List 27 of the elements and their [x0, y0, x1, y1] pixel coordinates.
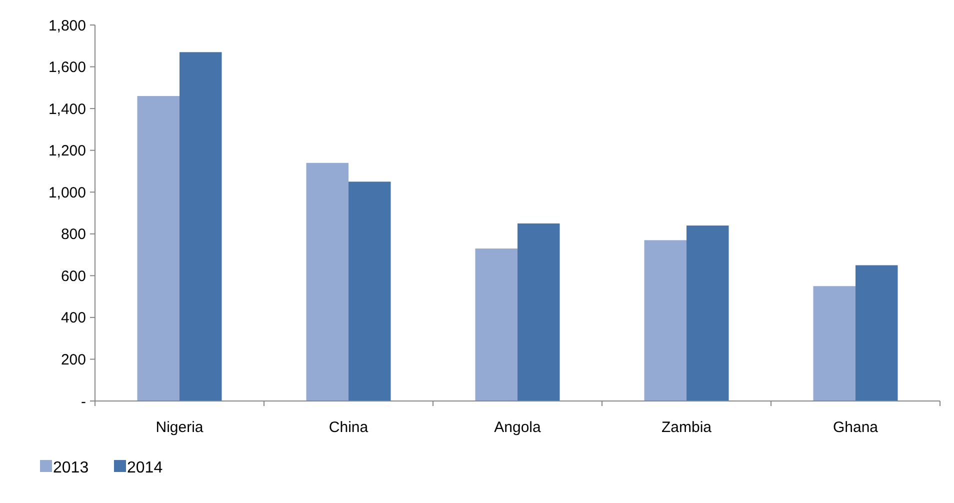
bar — [518, 223, 560, 401]
bar — [348, 182, 391, 401]
y-tick-label: 800 — [60, 226, 86, 244]
x-tick-label: Zambia — [661, 419, 712, 436]
x-tick-label: Angola — [494, 419, 542, 436]
y-tick-label: 1,600 — [48, 59, 86, 76]
y-tick-label: 1,400 — [48, 100, 86, 118]
y-tick-label: 400 — [60, 310, 86, 327]
y-tick-label: - — [81, 393, 86, 410]
bar — [306, 162, 348, 401]
x-tick-label: Ghana — [832, 419, 879, 436]
bar — [813, 286, 856, 401]
y-tick-label: 1,800 — [48, 17, 86, 34]
bar — [644, 240, 686, 401]
x-tick-label: Nigeria — [156, 419, 204, 436]
y-tick-label: 600 — [60, 268, 86, 285]
y-tick-label: 1,000 — [48, 184, 86, 202]
bar — [856, 265, 898, 401]
legend-label: 2014 — [127, 459, 163, 476]
y-tick-label: 200 — [60, 351, 86, 368]
bar — [137, 96, 180, 401]
legend-label: 2013 — [53, 459, 89, 476]
bar — [475, 248, 518, 401]
y-tick-label: 1,200 — [48, 142, 86, 160]
bar — [180, 52, 222, 401]
bar — [686, 226, 729, 401]
x-tick-label: China — [328, 419, 369, 436]
